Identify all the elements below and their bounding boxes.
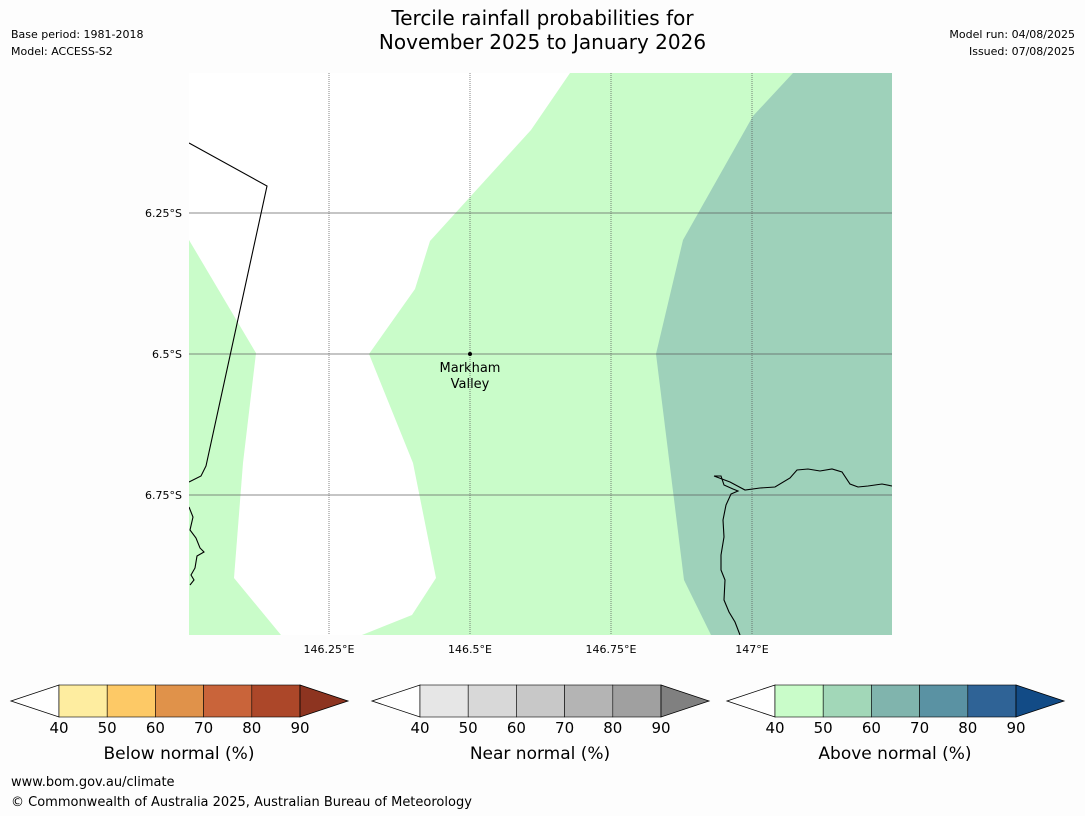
lon-label-1: 146.25°E xyxy=(304,643,355,656)
graticule xyxy=(189,73,892,635)
colorbar-near-segment xyxy=(516,684,565,718)
colorbar-below-over-triangle xyxy=(299,684,350,718)
colorbar-below: 40 50 60 70 80 90 xyxy=(9,684,350,737)
colorbar-below-segment xyxy=(155,684,204,718)
issued-date: Issued: 07/08/2025 xyxy=(968,45,1075,58)
colorbar-above: 40 50 60 70 80 90 xyxy=(725,684,1066,737)
colorbar-below-segment xyxy=(251,684,301,718)
colorbar-near-under-triangle xyxy=(370,684,421,718)
colorbar-near-tick-label: 70 xyxy=(555,719,574,737)
title-line-1: Tercile rainfall probabilities for xyxy=(391,6,694,30)
colorbar-near-segment xyxy=(612,684,662,718)
model-name: Model: ACCESS-S2 xyxy=(11,45,113,58)
colorbar-below-tick-label: 70 xyxy=(194,719,213,737)
place-label-line-2: Valley xyxy=(451,377,490,392)
colorbar-above-tick-label: 50 xyxy=(814,719,833,737)
colorbar-below-tick-label: 50 xyxy=(98,719,117,737)
map-panel xyxy=(189,73,892,635)
coastline-gulf xyxy=(713,468,892,491)
footer-url: www.bom.gov.au/climate xyxy=(11,775,175,790)
colorbar-above-segment xyxy=(871,684,920,718)
model-run: Model run: 04/08/2025 xyxy=(949,28,1075,41)
colorbar-below-label: Below normal (%) xyxy=(103,744,255,764)
colorbar-near-over-triangle xyxy=(660,684,711,718)
colorbar-near-tick-label: 40 xyxy=(410,719,429,737)
colorbar-below-under-triangle xyxy=(9,684,60,718)
district-boundary-line xyxy=(189,142,268,483)
colorbar-near-tick-label: 90 xyxy=(651,719,670,737)
colorbar-above-under-triangle xyxy=(725,684,776,718)
colorbar-above-label: Above normal (%) xyxy=(818,744,972,764)
markham-valley-marker xyxy=(468,352,472,356)
colorbar-near-tick-label: 50 xyxy=(459,719,478,737)
place-label-line-1: Markham xyxy=(440,361,501,376)
lat-label-3: 6.75°S xyxy=(145,489,182,502)
colorbar-below-tick-label: 90 xyxy=(290,719,309,737)
colorbar-above-segment xyxy=(967,684,1017,718)
colorbar-below-segment xyxy=(58,684,108,718)
map-title: Tercile rainfall probabilities for Novem… xyxy=(0,6,1085,54)
footer-copyright: © Commonwealth of Australia 2025, Austra… xyxy=(11,795,472,810)
header-left: Base period: 1981-2018 Model: ACCESS-S2 xyxy=(11,26,143,60)
lon-label-3: 146.75°E xyxy=(586,643,637,656)
lat-label-1: 6.25°S xyxy=(145,207,182,220)
colorbar-near-tick-label: 60 xyxy=(507,719,526,737)
colorbar-near-segment xyxy=(467,684,517,718)
lon-label-4: 147°E xyxy=(735,643,768,656)
colorbar-below-segment xyxy=(106,684,156,718)
colorbar-near-segment xyxy=(419,684,469,718)
coastline-west xyxy=(189,506,205,586)
title-line-2: November 2025 to January 2026 xyxy=(378,30,707,54)
colorbars: 40 50 60 70 80 90 40 50 60 70 80 90 40 50 60 70 80 90 xyxy=(9,684,1066,737)
colorbar-below-tick-label: 60 xyxy=(146,719,165,737)
colorbar-above-tick-label: 40 xyxy=(765,719,784,737)
colorbar-above-segment xyxy=(919,684,969,718)
colorbar-near-tick-label: 80 xyxy=(603,719,622,737)
colorbar-above-tick-label: 70 xyxy=(910,719,929,737)
colorbar-above-over-triangle xyxy=(1015,684,1066,718)
colorbar-above-tick-label: 60 xyxy=(862,719,881,737)
colorbar-above-segment xyxy=(774,684,824,718)
colorbar-above-segment xyxy=(822,684,872,718)
coastlines xyxy=(189,142,892,635)
colorbar-above-tick-label: 80 xyxy=(958,719,977,737)
coastline-east xyxy=(714,475,741,635)
colorbar-below-tick-label: 40 xyxy=(49,719,68,737)
base-period: Base period: 1981-2018 xyxy=(11,28,144,41)
colorbar-below-segment xyxy=(203,684,253,718)
colorbar-above-tick-label: 90 xyxy=(1006,719,1025,737)
colorbar-near-segment xyxy=(564,684,614,718)
colorbar-near-label: Near normal (%) xyxy=(469,744,611,764)
colorbar-near: 40 50 60 70 80 90 xyxy=(370,684,711,737)
lat-label-2: 6.5°S xyxy=(152,348,182,361)
lon-label-2: 146.5°E xyxy=(448,643,492,656)
header-right: Model run: 04/08/2025 Issued: 07/08/2025 xyxy=(949,26,1075,60)
colorbar-below-tick-label: 80 xyxy=(242,719,261,737)
above-normal-40-50-west-region xyxy=(189,240,281,635)
